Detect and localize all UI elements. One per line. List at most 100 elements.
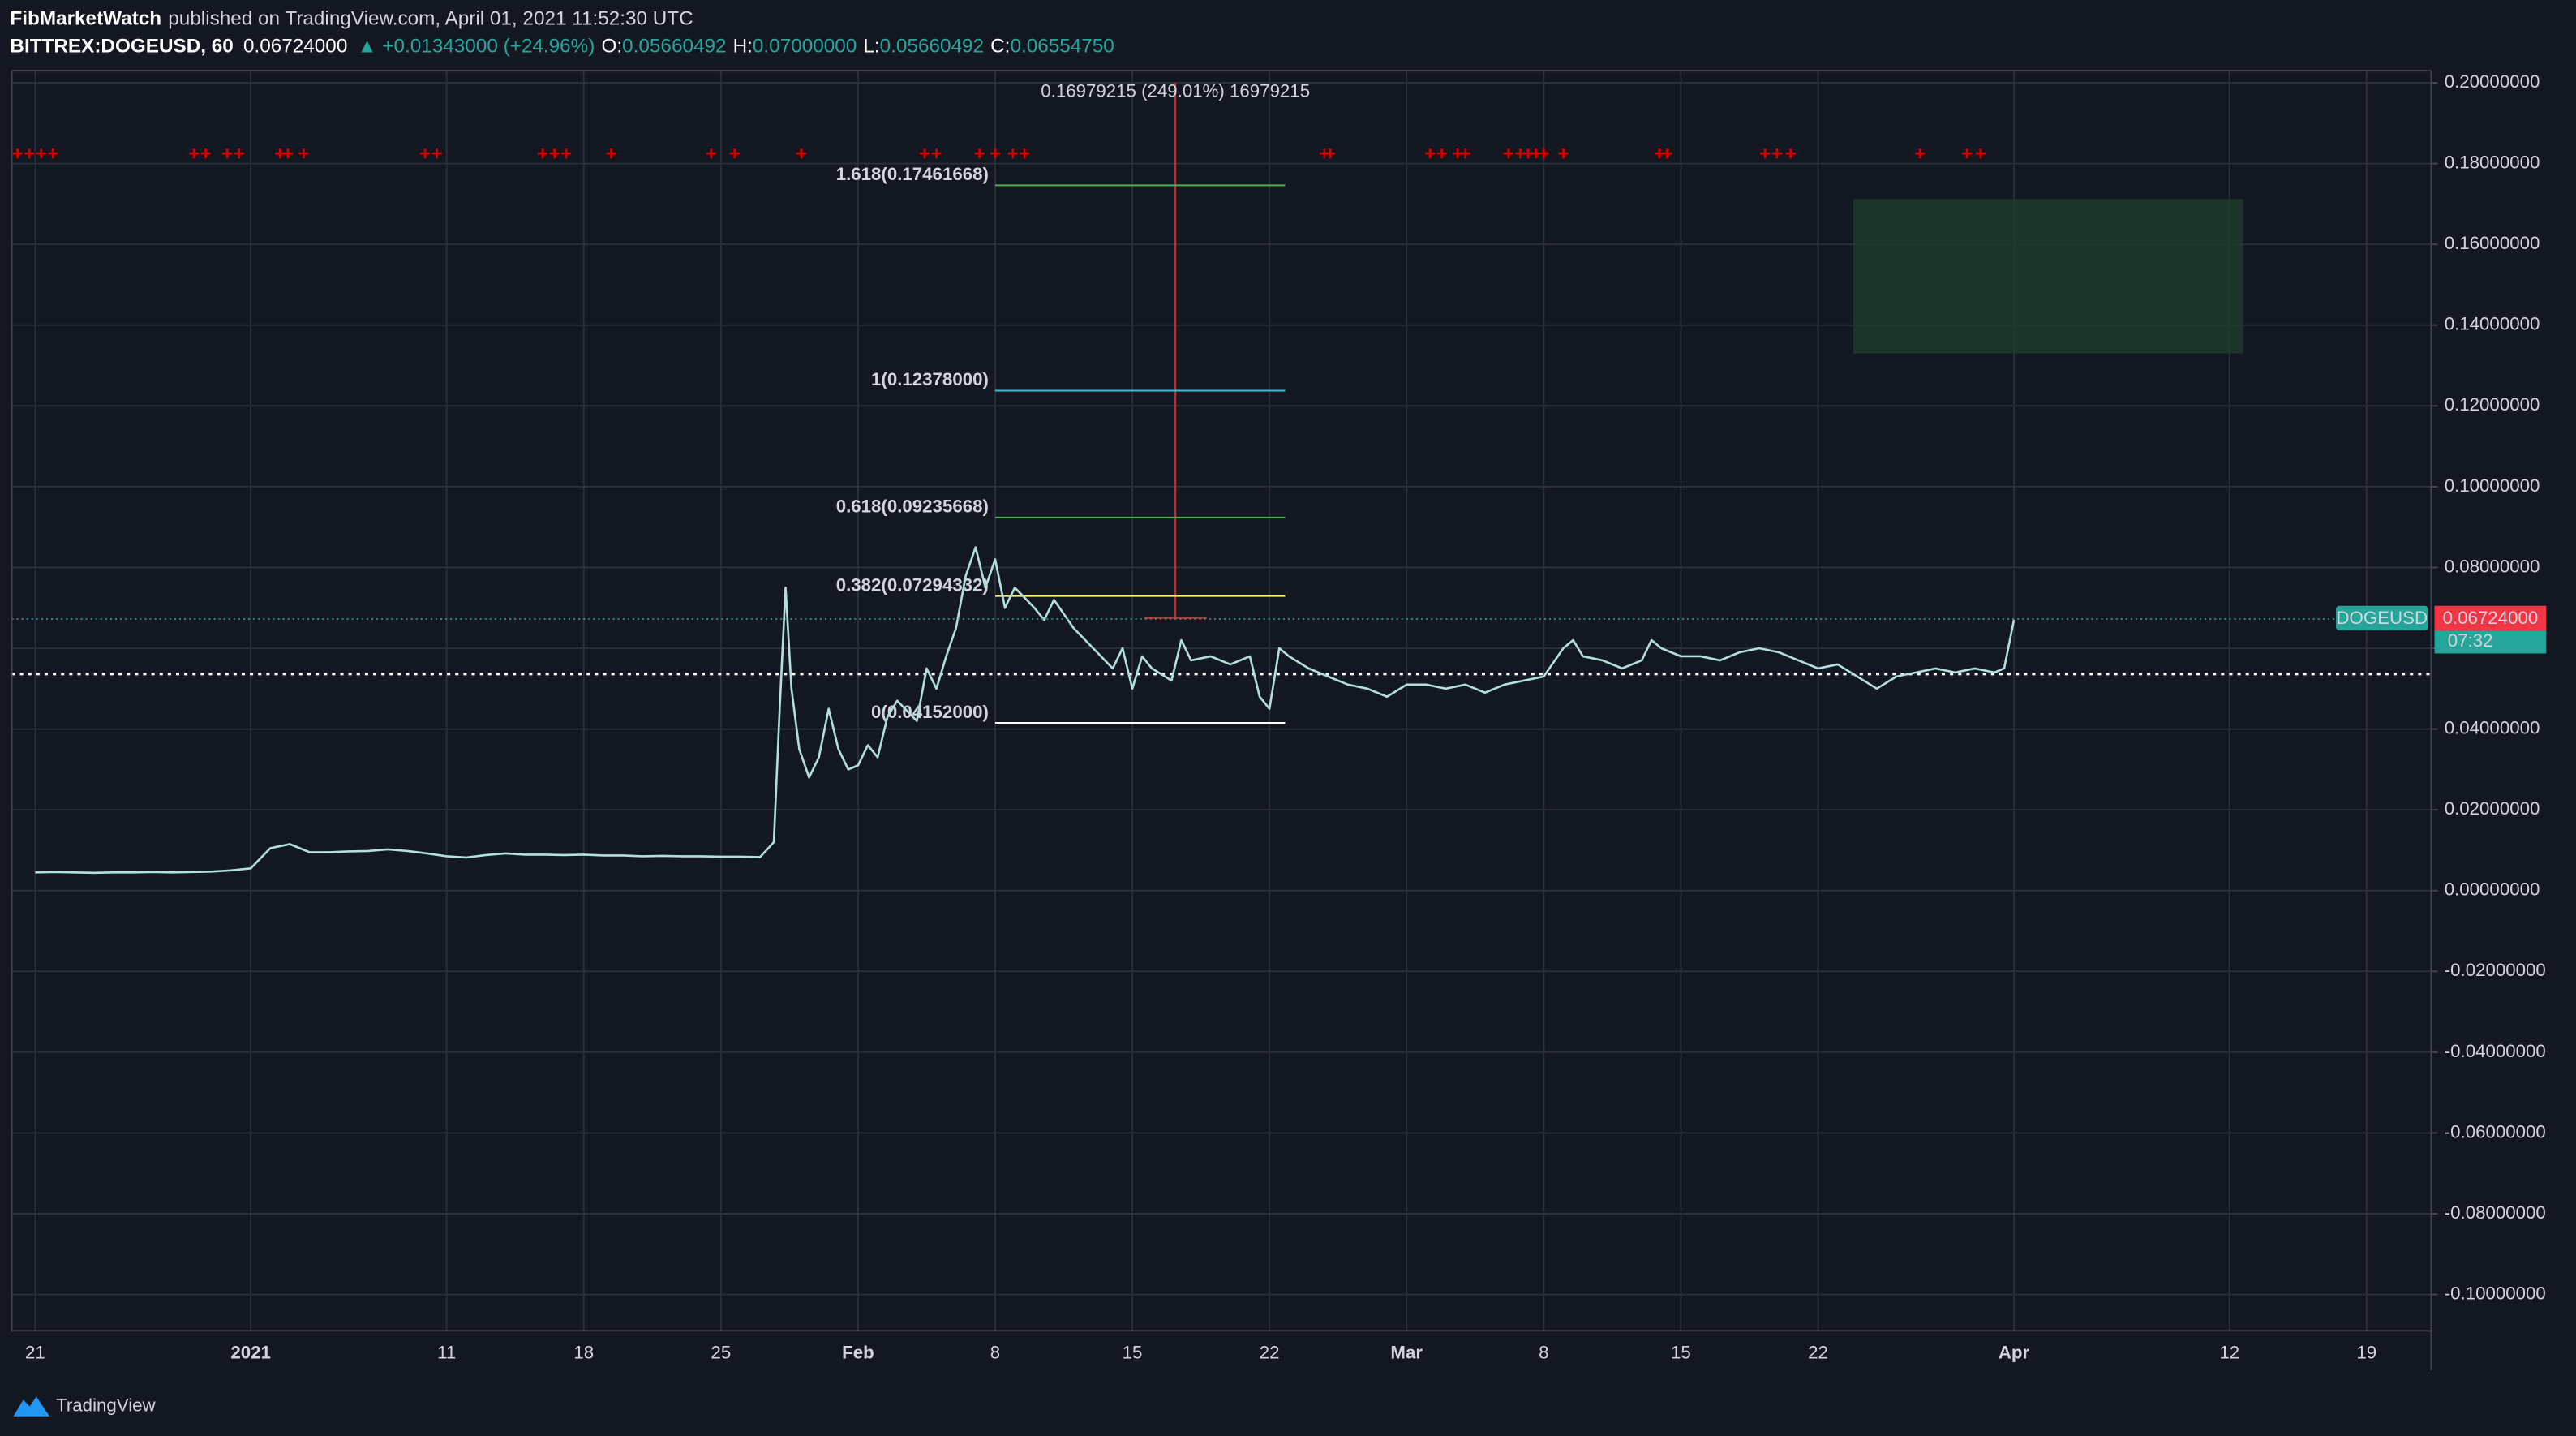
fib-label: 0.618(0.09235668): [836, 497, 989, 517]
countdown-bg: [2434, 630, 2547, 654]
y-tick-label: 0.14000000: [2445, 314, 2540, 334]
x-tick-label: Feb: [842, 1343, 874, 1363]
price-tag-bg: [2434, 605, 2547, 631]
publish-line: FibMarketWatch published on TradingView.c…: [10, 8, 693, 30]
signal-cross: [729, 148, 740, 159]
measure-label: 0.16979215 (249.01%) 16979215: [1041, 80, 1310, 101]
signal-cross: [1975, 148, 1986, 159]
y-tick-label: 0.08000000: [2445, 556, 2540, 576]
zone: [1853, 199, 2243, 354]
x-tick-label: 12: [2219, 1343, 2239, 1363]
y-tick-label: -0.02000000: [2445, 960, 2546, 980]
signal-cross: [606, 148, 616, 159]
signal-cross: [990, 148, 1001, 159]
signal-cross: [549, 148, 560, 159]
x-tick-label: 25: [711, 1343, 731, 1363]
signal-cross: [1760, 148, 1771, 159]
change: ▲ +0.01343000 (+24.96%): [357, 36, 595, 58]
x-tick-label: 22: [1260, 1343, 1280, 1363]
last: 0.06724000: [243, 36, 347, 58]
x-tick-label: Apr: [1999, 1343, 2030, 1363]
signal-cross: [48, 148, 58, 159]
signal-cross: [1785, 148, 1796, 159]
signal-cross: [234, 148, 244, 159]
countdown: 07:32: [2448, 630, 2493, 651]
author: FibMarketWatch: [10, 8, 161, 30]
signal-cross: [560, 148, 572, 159]
x-tick-label: 21: [25, 1343, 45, 1363]
symbol-tag-bg: [2336, 605, 2428, 631]
grid: [11, 71, 2432, 1331]
y-tick-label: -0.08000000: [2445, 1202, 2546, 1223]
symbol-tag: DOGEUSD: [2336, 608, 2428, 628]
y-tick-label: 0.00000000: [2445, 879, 2540, 900]
y-tick-label: 0.20000000: [2445, 71, 2540, 92]
x-tick-label: 2021: [230, 1343, 271, 1363]
plot: 0.16979215 (249.01%) 16979215 1.618(0.174…: [11, 80, 2432, 875]
y-tick-label: -0.06000000: [2445, 1121, 2546, 1141]
ohlc-label: H:: [733, 36, 753, 58]
y-tick-label: -0.10000000: [2445, 1283, 2546, 1303]
signal-cross: [1771, 148, 1782, 159]
signal-cross: [1020, 148, 1030, 159]
signal-cross: [200, 148, 211, 159]
y-tick-label: -0.04000000: [2445, 1041, 2546, 1061]
fib-label: 0(0.04152000): [871, 702, 989, 722]
signal-cross: [706, 148, 716, 159]
x-tick-label: 15: [1671, 1343, 1691, 1363]
signal-cross: [974, 148, 985, 159]
ohlc-value: 0.06554750: [1010, 36, 1114, 58]
y-tick-label: 0.10000000: [2445, 475, 2540, 496]
y-tick-label: 0.12000000: [2445, 394, 2540, 415]
logo-icon[interactable]: [13, 1396, 50, 1417]
signal-cross: [420, 148, 431, 159]
x-tick-label: 11: [437, 1343, 456, 1363]
fib-label: 1(0.12378000): [871, 369, 989, 389]
y-tick-label: 0.18000000: [2445, 152, 2540, 172]
x-tick-label: 15: [1123, 1343, 1143, 1363]
signal-cross: [1503, 148, 1513, 159]
x-tick-label: 18: [573, 1343, 594, 1363]
signal-cross: [1460, 148, 1470, 159]
signal-cross: [298, 148, 309, 159]
symbol: BITTREX:DOGEUSD, 60: [10, 36, 233, 58]
signal-cross: [1558, 148, 1569, 159]
signal-cross: [222, 148, 233, 159]
signal-cross: [1007, 148, 1018, 159]
ohlc-value: 0.07000000: [753, 36, 857, 58]
x-tick-label: Mar: [1390, 1343, 1423, 1363]
signal-cross: [189, 148, 200, 159]
x-tick-label: 22: [1808, 1343, 1828, 1363]
y-tick-label: 0.02000000: [2445, 798, 2540, 819]
price-line: [35, 546, 2016, 875]
published: published on TradingView.com, April 01, …: [168, 8, 693, 30]
x-tick-label: 8: [990, 1343, 1000, 1363]
fib-label: 1.618(0.17461668): [836, 164, 989, 184]
signal-cross: [1539, 148, 1549, 159]
signal-cross: [431, 148, 442, 159]
x-tick-label: 8: [1539, 1343, 1548, 1363]
signal-cross: [919, 148, 930, 159]
y-tick-label: 0.04000000: [2445, 717, 2540, 737]
x-tick-label: 19: [2356, 1343, 2376, 1363]
signal-cross: [12, 148, 23, 159]
ohlc-label: O:: [601, 36, 622, 58]
signal-cross: [1961, 148, 1973, 159]
signal-cross: [1662, 148, 1672, 159]
signal-cross: [24, 148, 35, 159]
brand-logo[interactable]: TradingView: [13, 1395, 157, 1417]
price-tag: 0.06724000: [2443, 608, 2539, 628]
brand[interactable]: TradingView: [56, 1395, 156, 1415]
signal-cross: [36, 148, 46, 159]
signal-cross: [1436, 148, 1447, 159]
signal-cross: [537, 148, 548, 159]
signal-cross: [1425, 148, 1436, 159]
signal-cross: [796, 148, 806, 159]
y-tick-label: 0.16000000: [2445, 233, 2540, 253]
ohlc-value: 0.05660492: [880, 36, 984, 58]
symbol-line: BITTREX:DOGEUSD, 60 0.06724000 ▲ +0.013430…: [10, 36, 1114, 58]
ohlc-label: C:: [990, 36, 1010, 58]
ohlc-value: 0.05660492: [622, 36, 726, 58]
signal-cross: [282, 148, 294, 159]
